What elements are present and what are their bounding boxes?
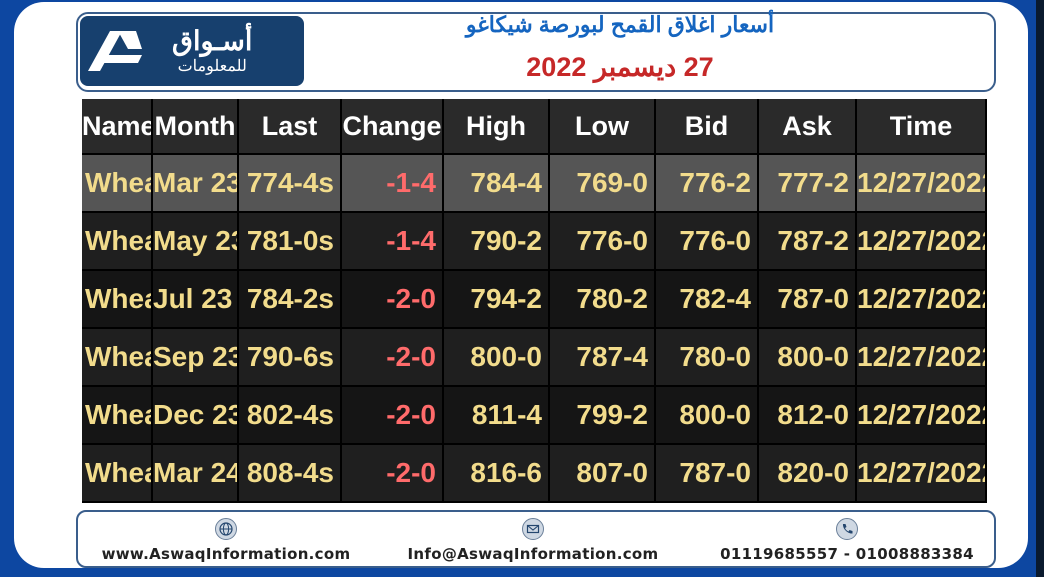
- cell-time: 12/27/2022: [856, 212, 987, 271]
- column-header-ask: Ask: [758, 99, 857, 155]
- cell-ask: 820-0: [758, 444, 857, 503]
- cell-name: Wheat: [82, 328, 153, 387]
- column-header-bid: Bid: [655, 99, 759, 155]
- cell-bid: 776-0: [655, 212, 759, 271]
- page-date: 27 ديسمبر 2022: [526, 52, 714, 82]
- column-header-high: High: [443, 99, 550, 155]
- prices-table-container: Name Month Last Change High Low Bid Ask …: [82, 99, 987, 503]
- cell-time: 12/27/2022: [856, 386, 987, 445]
- cell-low: 769-0: [549, 154, 656, 213]
- cell-month: Jul 23: [152, 270, 239, 329]
- page-title: أسعار اغلاق القمح لبورصة شيكاغو: [465, 12, 775, 37]
- table-header-row: Name Month Last Change High Low Bid Ask …: [82, 99, 987, 155]
- cell-ask: 800-0: [758, 328, 857, 387]
- cell-ask: 812-0: [758, 386, 857, 445]
- cell-month: May 23: [152, 212, 239, 271]
- cell-month: Sep 23: [152, 328, 239, 387]
- cell-low: 780-2: [549, 270, 656, 329]
- table-row: Wheat Mar 24 808-4s -2-0 816-6 807-0 787…: [82, 444, 987, 503]
- phone-block: 01119685557 - 01008883384: [708, 518, 986, 563]
- cell-name: Wheat: [82, 154, 153, 213]
- cell-low: 807-0: [549, 444, 656, 503]
- globe-icon: [215, 518, 237, 540]
- cell-last: 808-4s: [238, 444, 342, 503]
- cell-last: 784-2s: [238, 270, 342, 329]
- cell-time: 12/27/2022: [856, 328, 987, 387]
- window-edge-strip: [1036, 0, 1044, 577]
- cell-name: Wheat: [82, 212, 153, 271]
- cell-last: 774-4s: [238, 154, 342, 213]
- cell-high: 811-4: [443, 386, 550, 445]
- cell-last: 781-0s: [238, 212, 342, 271]
- cell-change: -2-0: [341, 386, 444, 445]
- column-header-change: Change: [341, 99, 444, 155]
- cell-last: 790-6s: [238, 328, 342, 387]
- column-header-month: Month: [152, 99, 239, 155]
- cell-bid: 782-4: [655, 270, 759, 329]
- cell-bid: 787-0: [655, 444, 759, 503]
- cell-change: -2-0: [341, 270, 444, 329]
- column-header-name: Name: [82, 99, 153, 155]
- contact-footer: www.AswaqInformation.com Info@AswaqInfor…: [76, 510, 996, 568]
- cell-change: -1-4: [341, 212, 444, 271]
- cell-time: 12/27/2022: [856, 444, 987, 503]
- cell-ask: 787-0: [758, 270, 857, 329]
- cell-ask: 787-2: [758, 212, 857, 271]
- cell-low: 776-0: [549, 212, 656, 271]
- phone-icon: [836, 518, 858, 540]
- cell-high: 816-6: [443, 444, 550, 503]
- column-header-last: Last: [238, 99, 342, 155]
- logo-name: أسـواق: [172, 26, 253, 56]
- email-block: Info@AswaqInformation.com: [388, 518, 678, 563]
- cell-name: Wheat: [82, 386, 153, 445]
- brand-logo: أسـواق للمعلومات: [80, 16, 304, 86]
- cell-high: 784-4: [443, 154, 550, 213]
- mail-icon: [522, 518, 544, 540]
- cell-month: Dec 23: [152, 386, 239, 445]
- website-link[interactable]: www.AswaqInformation.com: [101, 545, 351, 563]
- cell-name: Wheat: [82, 270, 153, 329]
- cell-high: 790-2: [443, 212, 550, 271]
- cell-month: Mar 23: [152, 154, 239, 213]
- cell-low: 787-4: [549, 328, 656, 387]
- table-row: Wheat Dec 23 802-4s -2-0 811-4 799-2 800…: [82, 386, 987, 445]
- phone-numbers: 01119685557 - 01008883384: [720, 545, 974, 563]
- cell-change: -1-4: [341, 154, 444, 213]
- table-row: Wheat Sep 23 790-6s -2-0 800-0 787-4 780…: [82, 328, 987, 387]
- column-header-time: Time: [856, 99, 987, 155]
- cell-high: 800-0: [443, 328, 550, 387]
- cell-high: 794-2: [443, 270, 550, 329]
- table-row: Wheat Mar 23 774-4s -1-4 784-4 769-0 776…: [82, 154, 987, 213]
- cell-time: 12/27/2022: [856, 270, 987, 329]
- cell-bid: 776-2: [655, 154, 759, 213]
- email-link[interactable]: Info@AswaqInformation.com: [407, 545, 659, 563]
- cell-bid: 800-0: [655, 386, 759, 445]
- cell-bid: 780-0: [655, 328, 759, 387]
- cell-time: 12/27/2022: [856, 154, 987, 213]
- logo-tagline: للمعلومات: [177, 58, 247, 75]
- website-block: www.AswaqInformation.com: [86, 518, 366, 563]
- cell-ask: 777-2: [758, 154, 857, 213]
- cell-month: Mar 24: [152, 444, 239, 503]
- table-row: Wheat May 23 781-0s -1-4 790-2 776-0 776…: [82, 212, 987, 271]
- cell-low: 799-2: [549, 386, 656, 445]
- prices-table: Name Month Last Change High Low Bid Ask …: [82, 99, 987, 503]
- cell-change: -2-0: [341, 328, 444, 387]
- cell-name: Wheat: [82, 444, 153, 503]
- cell-last: 802-4s: [238, 386, 342, 445]
- column-header-low: Low: [549, 99, 656, 155]
- logo-mark-icon: [80, 16, 150, 86]
- table-row: Wheat Jul 23 784-2s -2-0 794-2 780-2 782…: [82, 270, 987, 329]
- cell-change: -2-0: [341, 444, 444, 503]
